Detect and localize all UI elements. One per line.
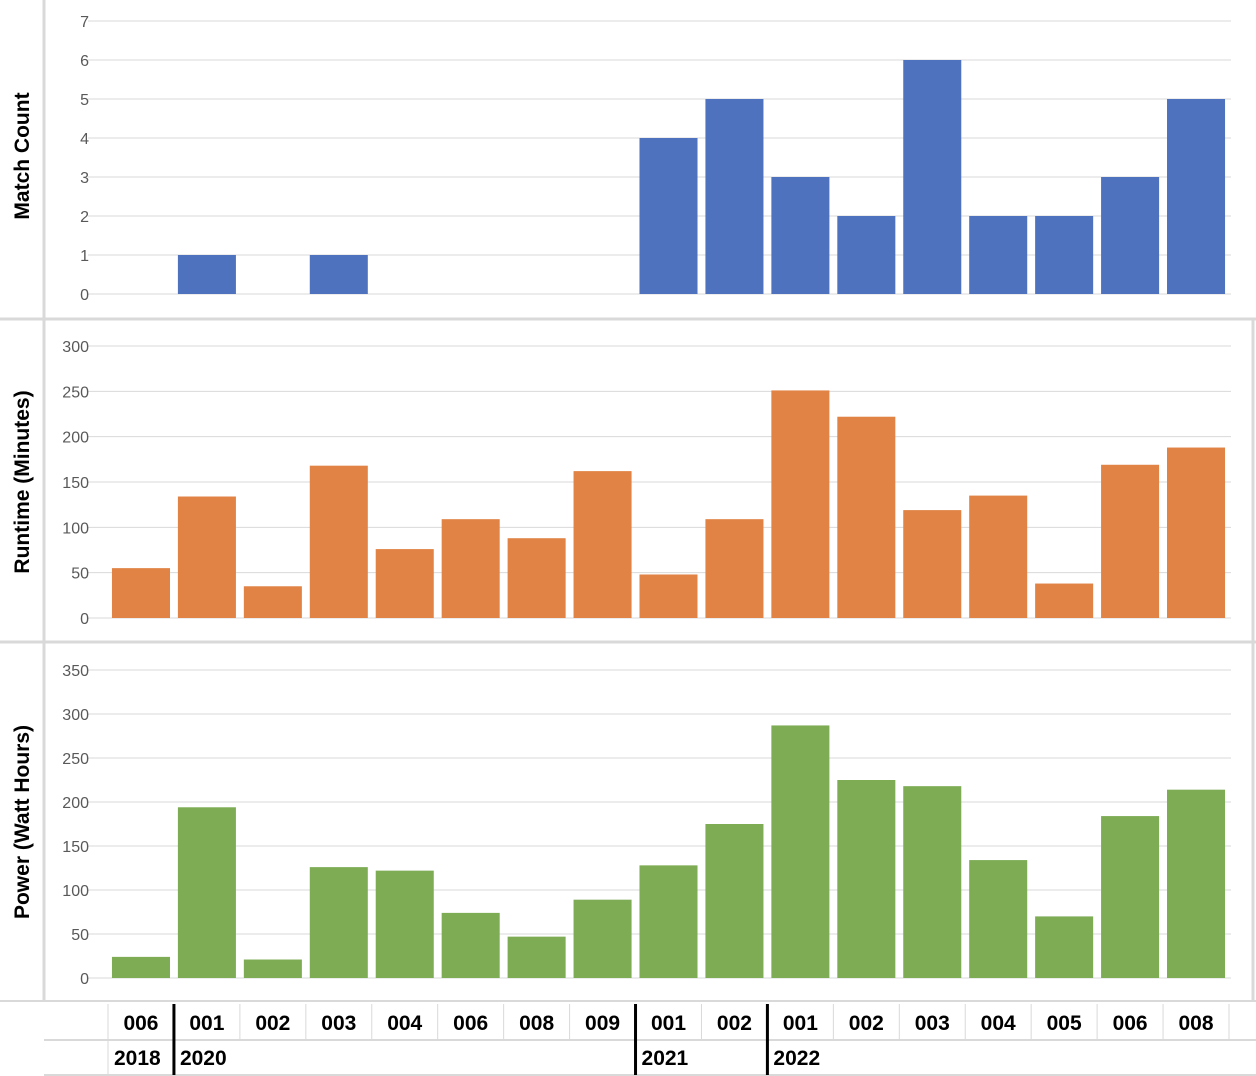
- y-tick-label: 4: [80, 131, 89, 148]
- bar: [507, 538, 566, 618]
- bar: [243, 959, 302, 978]
- bar: [1167, 99, 1226, 294]
- x-category-label: 002: [717, 1012, 752, 1035]
- y-axis-label: Power (Watt Hours): [11, 725, 34, 919]
- y-tick-label: 2: [80, 209, 89, 226]
- bar: [903, 60, 962, 294]
- y-tick-label: 3: [80, 170, 89, 187]
- bar: [441, 912, 500, 978]
- tick-labels: 0 1 2 3 4 5 6 7 0 50 100 150 200 250 300 0 50 100 150 200 25…: [62, 14, 89, 988]
- x-category-label: 009: [585, 1012, 620, 1035]
- bar: [1101, 816, 1160, 978]
- y-tick-label: 300: [62, 339, 89, 356]
- bar: [969, 860, 1028, 978]
- bar: [573, 471, 632, 618]
- y-tick-label: 0: [80, 611, 89, 628]
- bar: [375, 870, 434, 978]
- y-tick-label: 350: [62, 663, 89, 680]
- bar: [309, 465, 368, 618]
- bar: [837, 216, 896, 294]
- bar: [705, 824, 764, 978]
- x-category-label: 005: [1047, 1012, 1082, 1035]
- category-table: 006 001 002 003 004 006 008 009 001 002 001 002 003 0…: [44, 1004, 1256, 1076]
- x-category-label: 002: [849, 1012, 884, 1035]
- bar: [639, 138, 698, 294]
- x-category-label: 004: [981, 1012, 1016, 1035]
- y-tick-label: 1: [80, 248, 89, 265]
- bar: [705, 519, 764, 618]
- y-tick-label: 50: [71, 566, 89, 583]
- bar: [1035, 583, 1094, 618]
- chart-frame: [0, 0, 1256, 1002]
- x-year-label: 2021: [642, 1047, 689, 1070]
- bar: [639, 574, 698, 618]
- x-category-label: 004: [387, 1012, 422, 1035]
- y-tick-label: 7: [80, 14, 89, 31]
- bar: [1101, 177, 1160, 294]
- bar: [771, 177, 830, 294]
- x-category-label: 003: [915, 1012, 950, 1035]
- bar: [969, 495, 1028, 618]
- bar: [375, 549, 434, 618]
- bar: [111, 956, 170, 978]
- y-tick-label: 250: [62, 384, 89, 401]
- bar: [1101, 464, 1160, 618]
- x-category-label: 001: [651, 1012, 686, 1035]
- bar: [771, 390, 830, 618]
- bar: [111, 568, 170, 618]
- bar: [309, 255, 368, 294]
- bar: [177, 496, 236, 618]
- x-category-label: 008: [1179, 1012, 1214, 1035]
- y-tick-label: 300: [62, 707, 89, 724]
- y-tick-label: 100: [62, 883, 89, 900]
- bar: [1167, 789, 1226, 978]
- bar: [573, 899, 632, 978]
- bar: [705, 99, 764, 294]
- x-category-label: 008: [519, 1012, 554, 1035]
- y-tick-label: 100: [62, 520, 89, 537]
- x-category-label: 001: [189, 1012, 224, 1035]
- axis-labels: Match Count Runtime (Minutes) Power (Watt …: [11, 92, 34, 919]
- y-tick-label: 0: [80, 287, 89, 304]
- y-tick-label: 50: [71, 927, 89, 944]
- bar: [837, 780, 896, 978]
- x-year-label: 2020: [180, 1047, 227, 1070]
- x-category-label: 002: [255, 1012, 290, 1035]
- y-tick-label: 200: [62, 795, 89, 812]
- bar: [969, 216, 1028, 294]
- x-category-label: 001: [783, 1012, 818, 1035]
- bar: [903, 786, 962, 978]
- bar: [441, 519, 500, 618]
- y-axis-label: Match Count: [11, 92, 34, 219]
- bar: [507, 936, 566, 978]
- bar: [177, 807, 236, 978]
- y-tick-label: 250: [62, 751, 89, 768]
- bar: [903, 510, 962, 618]
- y-axis-label: Runtime (Minutes): [11, 390, 34, 573]
- bar: [1035, 916, 1094, 978]
- bar: [177, 255, 236, 294]
- x-year-label: 2022: [773, 1047, 820, 1070]
- y-tick-label: 150: [62, 839, 89, 856]
- x-category-label: 006: [123, 1012, 158, 1035]
- bar: [639, 865, 698, 978]
- x-year-label: 2018: [114, 1047, 161, 1070]
- bar: [309, 867, 368, 978]
- bar: [837, 416, 896, 618]
- x-category-label: 003: [321, 1012, 356, 1035]
- x-category-label: 006: [453, 1012, 488, 1035]
- y-tick-label: 6: [80, 53, 89, 70]
- bar: [1167, 447, 1226, 618]
- y-tick-label: 150: [62, 475, 89, 492]
- bars: [111, 60, 1226, 978]
- y-tick-label: 200: [62, 430, 89, 447]
- bar: [1035, 216, 1094, 294]
- y-tick-label: 0: [80, 971, 89, 988]
- bar: [243, 586, 302, 618]
- bar: [771, 725, 830, 978]
- x-category-label: 006: [1113, 1012, 1148, 1035]
- y-tick-label: 5: [80, 92, 89, 109]
